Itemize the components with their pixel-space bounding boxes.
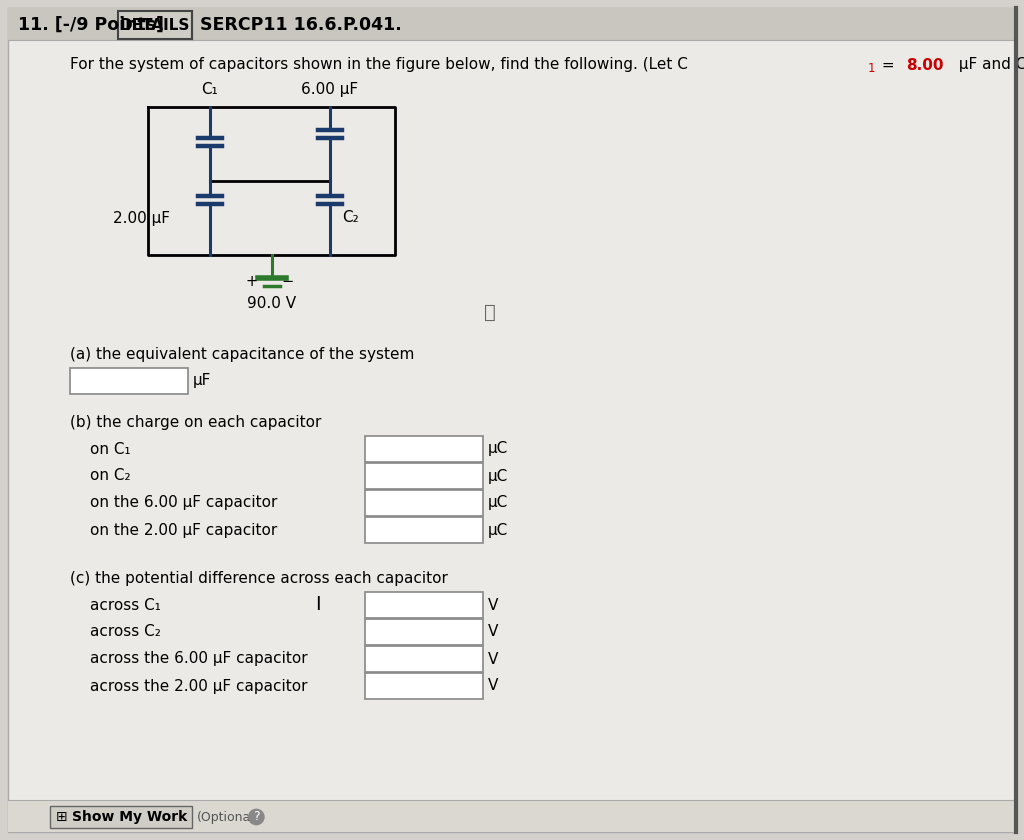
Bar	[365, 490, 483, 516]
Text: μC: μC	[488, 469, 508, 484]
Bar	[365, 436, 483, 462]
Text: SERCP11 16.6.P.041.: SERCP11 16.6.P.041.	[200, 16, 401, 34]
Text: DETAILS: DETAILS	[120, 18, 190, 33]
Text: μC: μC	[488, 442, 508, 456]
Text: across the 2.00 μF capacitor: across the 2.00 μF capacitor	[90, 679, 307, 694]
Text: C₁: C₁	[202, 82, 218, 97]
Text: on C₁: on C₁	[90, 442, 131, 456]
Text: (c) the potential difference across each capacitor: (c) the potential difference across each…	[70, 571, 447, 586]
Bar	[8, 8, 1016, 40]
Bar	[8, 800, 1016, 832]
Bar	[365, 646, 483, 672]
Text: 90.0 V: 90.0 V	[247, 297, 296, 312]
Bar	[70, 368, 188, 394]
Text: ?: ?	[253, 811, 260, 823]
Text: (a) the equivalent capacitance of the system: (a) the equivalent capacitance of the sy…	[70, 348, 415, 363]
Text: 11. [-/9 Points]: 11. [-/9 Points]	[18, 16, 164, 34]
Text: +: +	[246, 274, 258, 288]
Text: C₂: C₂	[342, 211, 358, 225]
Text: μF and C: μF and C	[954, 57, 1024, 72]
Text: For the system of capacitors shown in the figure below, find the following. (Let: For the system of capacitors shown in th…	[70, 57, 688, 72]
Text: V: V	[488, 652, 499, 666]
Text: on the 6.00 μF capacitor: on the 6.00 μF capacitor	[90, 496, 278, 511]
Bar	[365, 463, 483, 489]
Text: 1: 1	[867, 61, 874, 75]
Text: =: =	[877, 57, 899, 72]
Text: I: I	[315, 596, 321, 615]
Text: 6.00 μF: 6.00 μF	[301, 82, 358, 97]
Bar	[365, 517, 483, 543]
Text: across the 6.00 μF capacitor: across the 6.00 μF capacitor	[90, 652, 307, 666]
Text: (Optional): (Optional)	[197, 811, 260, 823]
Text: 2.00 μF: 2.00 μF	[113, 211, 170, 225]
Bar	[50, 806, 193, 828]
Bar	[365, 619, 483, 645]
Bar	[365, 592, 483, 618]
Text: on C₂: on C₂	[90, 469, 131, 484]
Text: μC: μC	[488, 496, 508, 511]
Text: 8.00: 8.00	[906, 57, 943, 72]
Text: (b) the charge on each capacitor: (b) the charge on each capacitor	[70, 416, 322, 430]
Text: V: V	[488, 679, 499, 694]
Text: on the 2.00 μF capacitor: on the 2.00 μF capacitor	[90, 522, 278, 538]
Text: ⊞: ⊞	[56, 810, 68, 824]
Text: Show My Work: Show My Work	[72, 810, 187, 824]
Bar	[365, 673, 483, 699]
Text: V: V	[488, 624, 499, 639]
Text: across C₁: across C₁	[90, 597, 161, 612]
Text: μF: μF	[193, 374, 211, 388]
Bar	[118, 11, 193, 39]
Text: μC: μC	[488, 522, 508, 538]
Text: V: V	[488, 597, 499, 612]
Text: −: −	[282, 275, 294, 290]
Text: across C₂: across C₂	[90, 624, 161, 639]
Text: ⓘ: ⓘ	[484, 302, 496, 322]
